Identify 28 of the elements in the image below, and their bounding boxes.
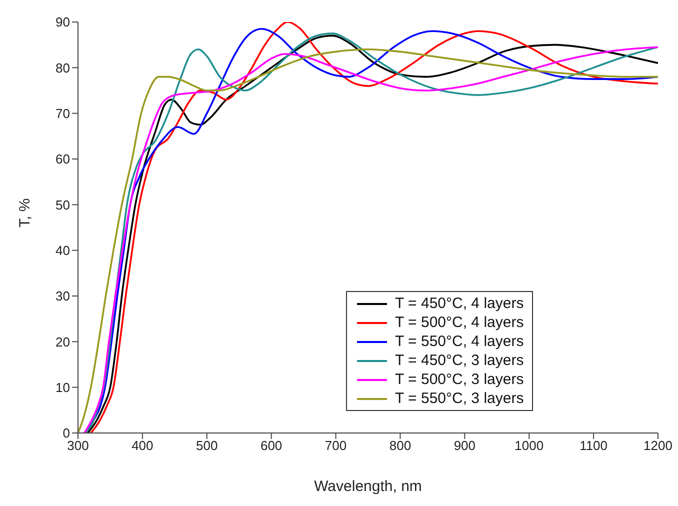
y-axis-title: T, %: [16, 198, 34, 228]
x-tick-label: 1200: [644, 438, 672, 454]
y-tick-label: 80: [56, 60, 70, 76]
y-tick-label: 30: [56, 288, 70, 304]
y-tick-label: 50: [56, 197, 70, 212]
y-tick-label: 60: [56, 152, 70, 167]
legend-label: T = 500°C, 4 layers: [395, 314, 524, 331]
x-tick-label: 500: [196, 438, 218, 454]
x-tick-label: 800: [389, 438, 412, 454]
y-tick-label: 40: [56, 242, 70, 258]
x-tick-label: 700: [324, 438, 347, 454]
legend-label: T = 450°C, 3 layers: [395, 352, 524, 369]
x-tick-label: 300: [67, 438, 89, 454]
x-tick-label: 400: [132, 438, 154, 454]
y-tick-label: 0: [62, 426, 70, 441]
y-tick-label: 70: [56, 106, 70, 121]
legend-label: T = 550°C, 4 layers: [395, 333, 524, 350]
y-tick-label: 90: [56, 14, 70, 30]
legend-label: T = 550°C, 3 layers: [395, 390, 524, 407]
x-tick-label: 1100: [580, 438, 608, 454]
legend-label: T = 450°C, 4 layers: [395, 295, 524, 312]
x-axis-title: Wavelength, nm: [314, 478, 422, 495]
x-tick-label: 600: [260, 438, 282, 454]
y-tick-label: 20: [56, 334, 70, 350]
x-tick-label: 1000: [514, 438, 544, 454]
x-tick-label: 900: [454, 438, 476, 454]
y-tick-label: 10: [56, 380, 70, 395]
legend-label: T = 500°C, 3 layers: [395, 371, 524, 388]
